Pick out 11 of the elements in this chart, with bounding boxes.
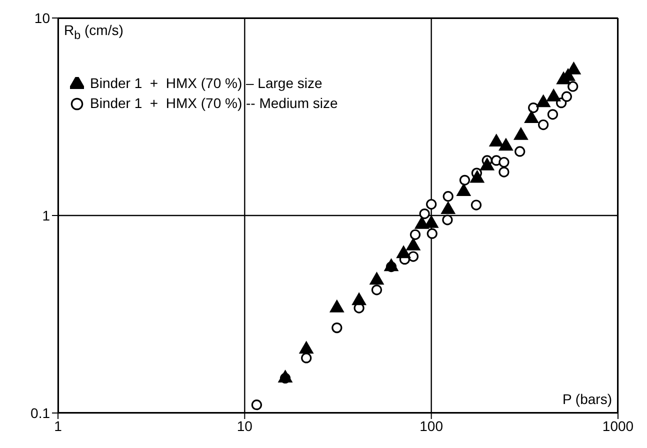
y-tick-label: 1: [42, 207, 50, 224]
legend-label: Binder 1 + HMX (70 %) – Large size: [89, 74, 324, 93]
x-tick-label: 10: [236, 418, 253, 434]
x-tick-label: 1000: [602, 418, 634, 434]
y-tick-label: 0.1: [30, 404, 50, 421]
x-tick-label: 100: [420, 418, 444, 434]
y-tick-label: 10: [34, 10, 50, 26]
x-axis-title: P (bars): [562, 391, 612, 407]
x-tick-label: 1: [54, 418, 62, 434]
legend-label: Binder 1 + HMX (70 %) -- Medium size: [89, 94, 338, 113]
y-axis-title: R$_{b}$ (cm/s): [64, 22, 124, 42]
